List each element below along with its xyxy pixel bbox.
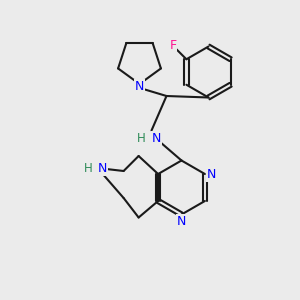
Text: N: N (135, 80, 144, 93)
Text: H: H (84, 161, 93, 175)
Text: N: N (177, 214, 186, 228)
Text: N: N (152, 131, 161, 145)
Text: H: H (137, 131, 146, 145)
Text: N: N (207, 167, 216, 181)
Text: F: F (169, 39, 176, 52)
Text: N: N (97, 161, 107, 175)
